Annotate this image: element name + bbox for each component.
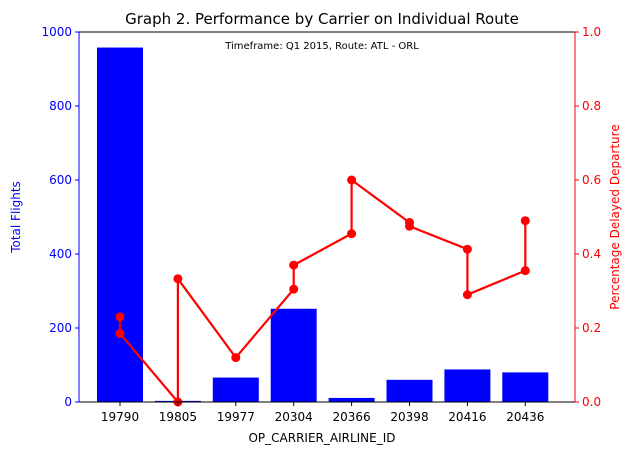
right-tick-label: 0.0	[582, 395, 601, 409]
delay-point-19790-0	[115, 312, 125, 322]
left-tick-label: 200	[49, 321, 72, 335]
x-tick-label: 20366	[333, 410, 371, 424]
x-axis-label: OP_CARRIER_AIRLINE_ID	[248, 431, 395, 445]
delay-point-20398-10	[405, 221, 414, 231]
delay-point-20416-12	[462, 290, 472, 300]
right-y-axis-label: Percentage Delayed Departure	[608, 124, 622, 309]
delay-point-19805-3	[173, 274, 183, 284]
delay-point-20416-11	[462, 244, 472, 254]
bar-20304	[270, 308, 317, 402]
delay-line-layer	[115, 175, 530, 407]
delay-point-20304-6	[289, 260, 299, 270]
delay-point-20304-5	[289, 284, 299, 294]
left-tick-label: 400	[49, 247, 72, 261]
delay-point-19790-1	[115, 329, 125, 339]
right-tick-label: 0.2	[582, 321, 601, 335]
right-tick-label: 0.6	[582, 173, 601, 187]
left-tick-label: 1000	[41, 25, 72, 39]
delay-point-20366-8	[347, 175, 357, 185]
delay-line	[118, 178, 527, 404]
chart-subtitle: Timeframe: Q1 2015, Route: ATL - ORL	[224, 41, 419, 52]
left-y-axis-label: Total Flights	[9, 181, 23, 254]
left-y-axis: 0 200 400 600 800 1000	[41, 25, 80, 409]
x-tick-label: 19805	[159, 410, 197, 424]
delay-point-20436-14	[520, 216, 530, 226]
bar-20416	[444, 369, 491, 402]
left-tick-label: 0	[64, 395, 72, 409]
chart-title: Graph 2. Performance by Carrier on Indiv…	[125, 10, 519, 28]
delay-point-20436-13	[520, 266, 530, 276]
right-tick-label: 1.0	[582, 25, 601, 39]
right-y-axis: 0.0 0.2 0.4 0.6 0.8 1.0	[574, 25, 601, 409]
bar-20366	[328, 397, 375, 402]
x-axis: 19790 19805 19977 20304 20366 20398 20416 20436	[101, 402, 544, 424]
plot-frame	[78, 31, 576, 403]
left-tick-label: 600	[49, 173, 72, 187]
right-tick-label: 0.4	[582, 247, 601, 261]
delay-point-20366-7	[347, 229, 357, 239]
bar-19790	[97, 47, 143, 402]
delay-point-19977-4	[231, 353, 241, 363]
bar-19977	[212, 377, 259, 402]
x-tick-label: 20416	[448, 410, 486, 424]
x-tick-label: 19790	[101, 410, 139, 424]
x-tick-label: 19977	[217, 410, 255, 424]
bars-layer	[97, 47, 549, 402]
right-tick-label: 0.8	[582, 99, 601, 113]
bar-20436	[502, 372, 549, 402]
left-tick-label: 800	[49, 99, 72, 113]
bar-20398	[386, 379, 433, 402]
x-tick-label: 20304	[275, 410, 313, 424]
x-tick-label: 20436	[506, 410, 544, 424]
x-tick-label: 20398	[390, 410, 428, 424]
